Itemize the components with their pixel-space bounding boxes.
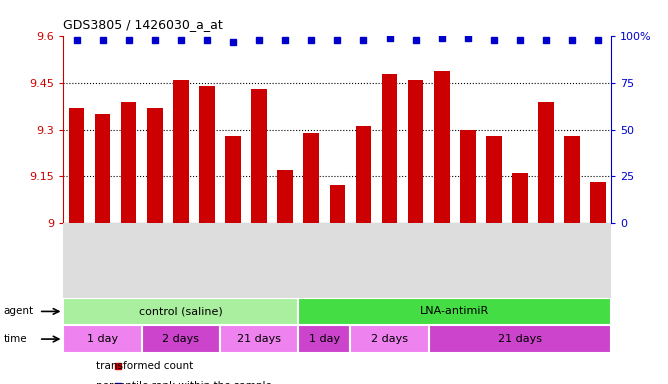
Bar — [220, 325, 298, 353]
Text: transformed count: transformed count — [96, 361, 194, 371]
Text: 2 days: 2 days — [162, 334, 199, 344]
Text: 2 days: 2 days — [371, 334, 408, 344]
Bar — [298, 325, 351, 353]
Text: 1 day: 1 day — [309, 334, 340, 344]
Bar — [251, 89, 267, 384]
Bar — [95, 114, 110, 384]
Bar — [329, 185, 345, 384]
Bar — [173, 80, 188, 384]
Bar — [121, 102, 136, 384]
Bar — [564, 136, 580, 384]
Bar — [538, 102, 554, 384]
Text: 21 days: 21 days — [237, 334, 281, 344]
Text: LNA-antimiR: LNA-antimiR — [420, 306, 490, 316]
Bar — [407, 80, 424, 384]
Bar — [512, 173, 528, 384]
Text: percentile rank within the sample: percentile rank within the sample — [96, 381, 272, 384]
Bar — [142, 325, 220, 353]
Bar — [147, 108, 162, 384]
Text: time: time — [3, 334, 27, 344]
Text: agent: agent — [3, 306, 33, 316]
Bar — [591, 182, 606, 384]
Bar — [225, 136, 241, 384]
Bar — [63, 298, 298, 325]
Bar — [351, 325, 429, 353]
Bar — [63, 325, 142, 353]
Text: GDS3805 / 1426030_a_at: GDS3805 / 1426030_a_at — [63, 18, 223, 31]
Bar — [434, 71, 450, 384]
Bar — [429, 325, 611, 353]
Bar — [303, 133, 319, 384]
Text: 21 days: 21 days — [498, 334, 542, 344]
Bar — [381, 74, 397, 384]
Bar — [355, 126, 371, 384]
Bar — [298, 298, 611, 325]
Bar — [277, 170, 293, 384]
Text: 1 day: 1 day — [87, 334, 118, 344]
Bar — [199, 86, 214, 384]
Bar — [486, 136, 502, 384]
Bar — [69, 108, 84, 384]
Text: control (saline): control (saline) — [139, 306, 222, 316]
Bar — [460, 129, 476, 384]
